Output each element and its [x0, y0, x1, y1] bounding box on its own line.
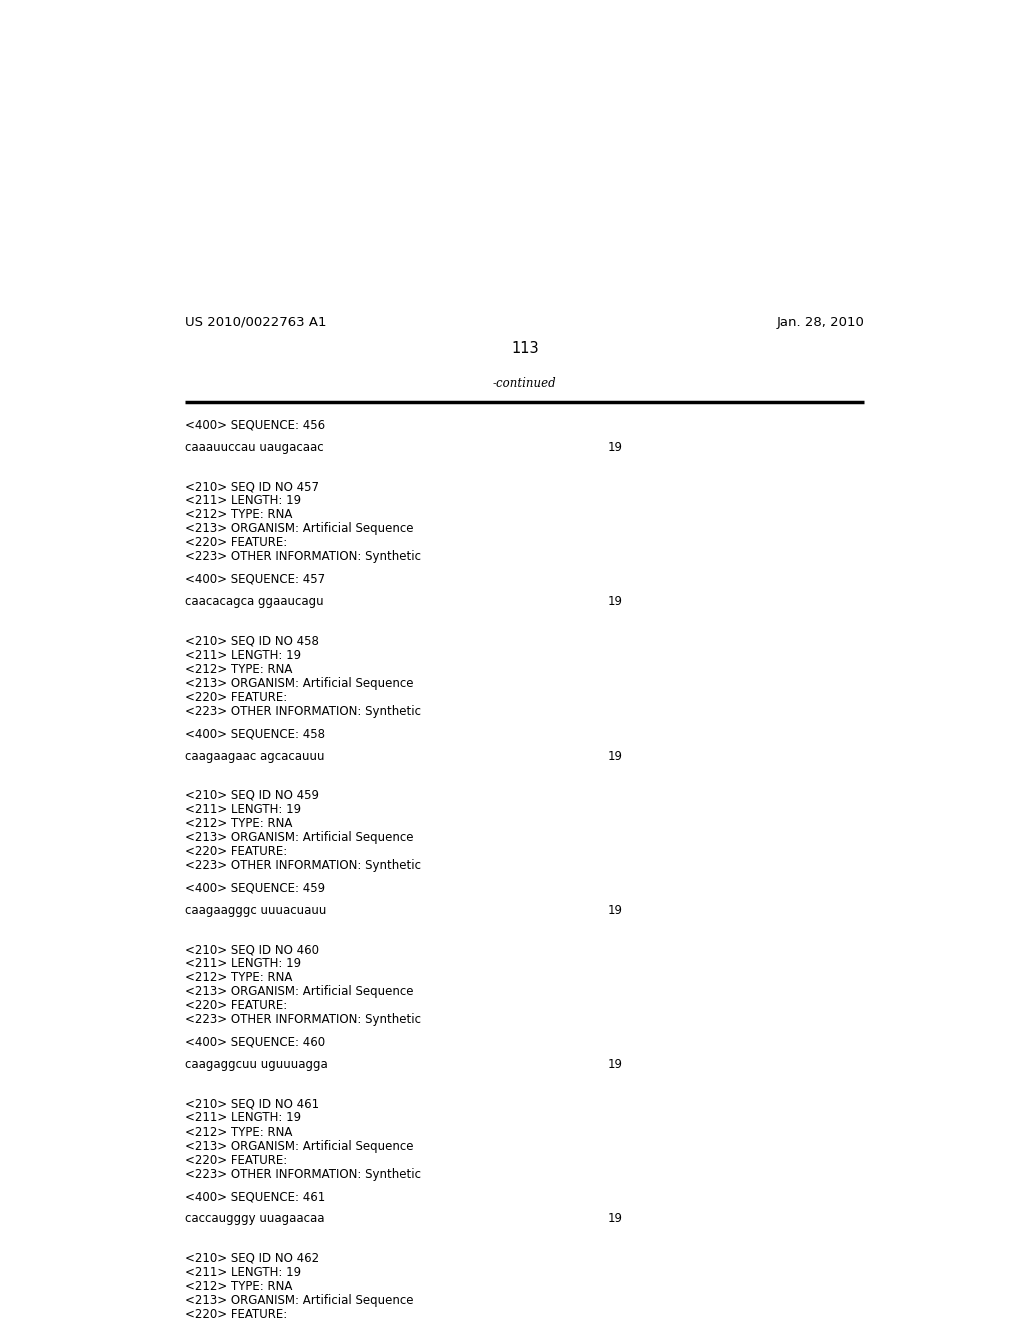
Text: <220> FEATURE:: <220> FEATURE: [185, 1154, 288, 1167]
Text: <223> OTHER INFORMATION: Synthetic: <223> OTHER INFORMATION: Synthetic [185, 550, 421, 564]
Text: caacacagca ggaaucagu: caacacagca ggaaucagu [185, 595, 324, 609]
Text: <213> ORGANISM: Artificial Sequence: <213> ORGANISM: Artificial Sequence [185, 832, 414, 843]
Text: caaauuccau uaugacaac: caaauuccau uaugacaac [185, 441, 324, 454]
Text: caagaagaac agcacauuu: caagaagaac agcacauuu [185, 750, 325, 763]
Text: <400> SEQUENCE: 457: <400> SEQUENCE: 457 [185, 573, 326, 586]
Text: <220> FEATURE:: <220> FEATURE: [185, 1308, 288, 1320]
Text: <210> SEQ ID NO 458: <210> SEQ ID NO 458 [185, 635, 319, 648]
Text: <213> ORGANISM: Artificial Sequence: <213> ORGANISM: Artificial Sequence [185, 523, 414, 536]
Text: <210> SEQ ID NO 459: <210> SEQ ID NO 459 [185, 789, 319, 801]
Text: <223> OTHER INFORMATION: Synthetic: <223> OTHER INFORMATION: Synthetic [185, 1014, 421, 1027]
Text: <211> LENGTH: 19: <211> LENGTH: 19 [185, 1111, 301, 1125]
Text: <212> TYPE: RNA: <212> TYPE: RNA [185, 817, 293, 830]
Text: <213> ORGANISM: Artificial Sequence: <213> ORGANISM: Artificial Sequence [185, 677, 414, 689]
Text: 19: 19 [608, 441, 624, 454]
Text: <400> SEQUENCE: 459: <400> SEQUENCE: 459 [185, 882, 326, 895]
Text: <213> ORGANISM: Artificial Sequence: <213> ORGANISM: Artificial Sequence [185, 985, 414, 998]
Text: <211> LENGTH: 19: <211> LENGTH: 19 [185, 648, 301, 661]
Text: <212> TYPE: RNA: <212> TYPE: RNA [185, 663, 293, 676]
Text: 19: 19 [608, 1213, 624, 1225]
Text: US 2010/0022763 A1: US 2010/0022763 A1 [185, 315, 327, 329]
Text: <211> LENGTH: 19: <211> LENGTH: 19 [185, 957, 301, 970]
Text: <400> SEQUENCE: 461: <400> SEQUENCE: 461 [185, 1191, 326, 1203]
Text: <220> FEATURE:: <220> FEATURE: [185, 690, 288, 704]
Text: -continued: -continued [493, 378, 557, 391]
Text: <210> SEQ ID NO 460: <210> SEQ ID NO 460 [185, 944, 319, 956]
Text: Jan. 28, 2010: Jan. 28, 2010 [776, 315, 864, 329]
Text: 19: 19 [608, 750, 624, 763]
Text: <212> TYPE: RNA: <212> TYPE: RNA [185, 1126, 293, 1139]
Text: <213> ORGANISM: Artificial Sequence: <213> ORGANISM: Artificial Sequence [185, 1294, 414, 1307]
Text: 19: 19 [608, 1059, 624, 1072]
Text: <223> OTHER INFORMATION: Synthetic: <223> OTHER INFORMATION: Synthetic [185, 1168, 421, 1180]
Text: <213> ORGANISM: Artificial Sequence: <213> ORGANISM: Artificial Sequence [185, 1139, 414, 1152]
Text: caagaggcuu uguuuagga: caagaggcuu uguuuagga [185, 1059, 328, 1072]
Text: caagaagggc uuuacuauu: caagaagggc uuuacuauu [185, 904, 327, 917]
Text: <223> OTHER INFORMATION: Synthetic: <223> OTHER INFORMATION: Synthetic [185, 705, 421, 718]
Text: <220> FEATURE:: <220> FEATURE: [185, 536, 288, 549]
Text: <400> SEQUENCE: 456: <400> SEQUENCE: 456 [185, 418, 326, 432]
Text: caccaugggу uuagaacaa: caccaugggу uuagaacaa [185, 1213, 325, 1225]
Text: <212> TYPE: RNA: <212> TYPE: RNA [185, 1280, 293, 1292]
Text: 19: 19 [608, 904, 624, 917]
Text: <211> LENGTH: 19: <211> LENGTH: 19 [185, 803, 301, 816]
Text: <400> SEQUENCE: 460: <400> SEQUENCE: 460 [185, 1036, 326, 1049]
Text: <212> TYPE: RNA: <212> TYPE: RNA [185, 972, 293, 985]
Text: 19: 19 [608, 595, 624, 609]
Text: <220> FEATURE:: <220> FEATURE: [185, 845, 288, 858]
Text: <210> SEQ ID NO 457: <210> SEQ ID NO 457 [185, 480, 319, 494]
Text: <220> FEATURE:: <220> FEATURE: [185, 999, 288, 1012]
Text: <211> LENGTH: 19: <211> LENGTH: 19 [185, 495, 301, 507]
Text: <223> OTHER INFORMATION: Synthetic: <223> OTHER INFORMATION: Synthetic [185, 859, 421, 873]
Text: <210> SEQ ID NO 461: <210> SEQ ID NO 461 [185, 1097, 319, 1110]
Text: <211> LENGTH: 19: <211> LENGTH: 19 [185, 1266, 301, 1279]
Text: <212> TYPE: RNA: <212> TYPE: RNA [185, 508, 293, 521]
Text: <210> SEQ ID NO 462: <210> SEQ ID NO 462 [185, 1251, 319, 1265]
Text: <400> SEQUENCE: 458: <400> SEQUENCE: 458 [185, 727, 326, 741]
Text: 113: 113 [511, 342, 539, 356]
